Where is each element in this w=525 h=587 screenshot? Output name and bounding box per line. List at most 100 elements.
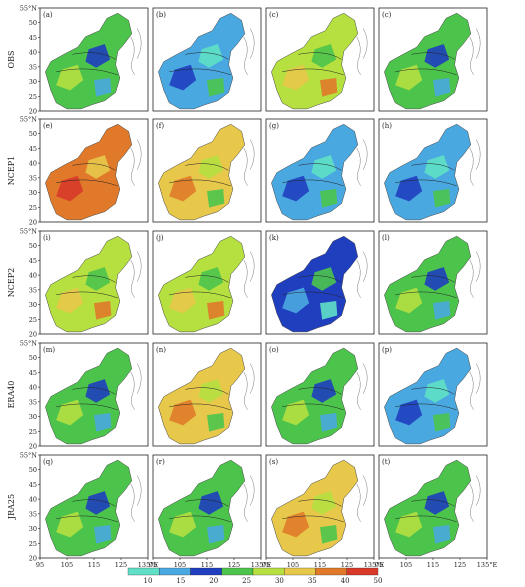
river-line — [411, 499, 455, 507]
map-panel: (s) — [265, 454, 375, 559]
value-patch — [94, 413, 112, 432]
river-line — [169, 515, 231, 523]
lat-tick-label: 40 — [29, 384, 37, 392]
lat-tick-label: 55°N — [20, 452, 38, 460]
map-panel: (h) — [378, 118, 488, 223]
coastline — [362, 139, 368, 170]
value-patch — [85, 267, 111, 291]
lat-tick-label: 25 — [29, 204, 37, 212]
lat-tick-label: 20 — [29, 443, 37, 451]
coastline — [136, 251, 142, 282]
map-panel: (c) — [265, 7, 375, 112]
river-line — [298, 275, 342, 283]
panel-label: (a) — [43, 11, 53, 19]
lat-tick-label: 35 — [29, 398, 37, 406]
lat-tick-label: 30 — [29, 413, 37, 421]
map-panel: (c) — [378, 7, 488, 112]
lon-tick-label: 125 — [341, 561, 353, 569]
row-label: ERA40 — [7, 381, 16, 409]
coastline — [469, 371, 474, 410]
value-patch — [56, 287, 84, 314]
value-patch — [85, 155, 111, 179]
panel-label: (l) — [382, 234, 390, 242]
river-line — [56, 291, 118, 299]
lon-tick-label: 105 — [61, 561, 73, 569]
value-patch — [198, 44, 224, 68]
colorbar: 10 15 20 25 30 35 40 50 — [127, 567, 382, 585]
map-panel: (l) — [378, 230, 488, 335]
river-line — [298, 499, 342, 507]
river-line — [395, 179, 457, 187]
lat-tick-label: 25 — [29, 93, 37, 101]
lat-tick-label: 55°N — [20, 5, 38, 13]
coastline — [136, 475, 142, 506]
coastline — [362, 251, 368, 282]
value-patch — [424, 491, 450, 515]
colorbar-tick-label: 35 — [308, 577, 317, 585]
value-patch — [320, 525, 338, 544]
river-line — [56, 68, 118, 76]
map-panel: (e) — [39, 118, 149, 223]
colorbar-tick-label: 30 — [275, 577, 284, 585]
map-panel: (i) — [39, 230, 149, 335]
value-patch — [424, 267, 450, 291]
river-line — [72, 387, 116, 395]
lat-tick-label: 55°N — [20, 228, 38, 236]
value-patch — [169, 64, 197, 91]
map-panel: (g) — [265, 118, 375, 223]
coastline — [136, 139, 142, 170]
panel-label: (m) — [43, 346, 55, 354]
coastline — [362, 475, 368, 506]
coastline — [249, 139, 255, 170]
colorbar-tick-label: 25 — [242, 577, 251, 585]
coastline — [469, 36, 474, 75]
coastline — [475, 28, 481, 59]
river-line — [395, 515, 457, 523]
coastline — [356, 483, 361, 522]
lon-tick-label: 125 — [228, 561, 240, 569]
coastline — [362, 28, 368, 59]
value-patch — [433, 78, 451, 97]
value-patch — [433, 525, 451, 544]
panel-label: (p) — [382, 346, 392, 354]
panel-label: (c) — [269, 11, 279, 19]
value-patch — [320, 301, 338, 320]
river-line — [169, 179, 231, 187]
lon-tick-label: 135°E — [364, 561, 385, 569]
lat-tick-label: 50 — [29, 354, 37, 362]
coastline — [475, 139, 481, 170]
river-line — [185, 387, 229, 395]
lat-tick-label: 20 — [29, 555, 37, 563]
lat-tick-label: 30 — [29, 525, 37, 533]
coastline — [130, 147, 135, 186]
value-patch — [320, 189, 338, 208]
lat-tick-label: 35 — [29, 286, 37, 294]
coastline — [136, 363, 142, 394]
panel-label: (r) — [156, 458, 165, 466]
lon-tick-label: 105 — [400, 561, 412, 569]
river-line — [72, 275, 116, 283]
lat-tick-label: 40 — [29, 496, 37, 504]
colorbar-segment — [190, 567, 222, 576]
river-line — [169, 403, 231, 411]
map-panel: (p) — [378, 342, 488, 447]
value-patch — [207, 78, 225, 97]
river-line — [282, 291, 344, 299]
lat-tick-label: 45 — [29, 369, 37, 377]
lat-tick-label: 35 — [29, 63, 37, 71]
coastline — [130, 483, 135, 522]
panel-label: (b) — [156, 11, 166, 19]
coastline — [243, 36, 248, 75]
panel-label: (t) — [382, 458, 391, 466]
lon-tick-label: 125 — [115, 561, 127, 569]
value-patch — [320, 78, 338, 97]
colorbar-segment — [221, 567, 254, 576]
coastline — [356, 371, 361, 410]
coastline — [469, 483, 474, 522]
value-patch — [282, 287, 310, 314]
colorbar-segment — [159, 567, 191, 576]
map-panel: (t) — [378, 454, 488, 559]
coastline — [243, 259, 248, 298]
map-panel: (n) — [152, 342, 262, 447]
